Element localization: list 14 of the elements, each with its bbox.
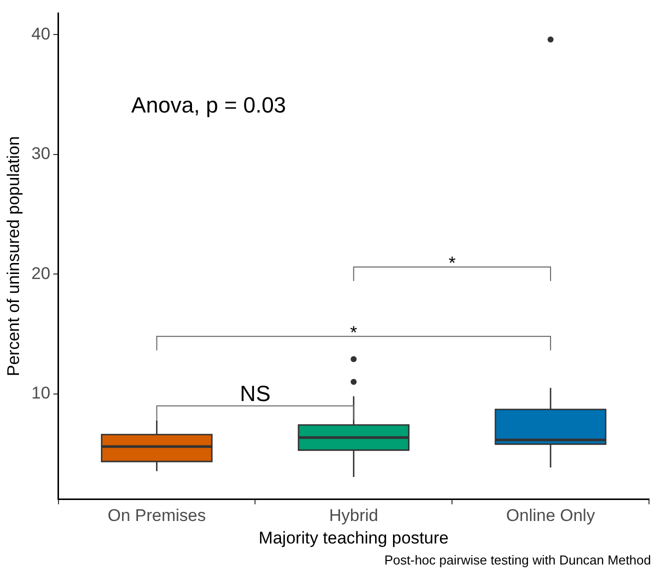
y-tick-label: 40	[31, 24, 50, 44]
x-tick-label: On Premises	[108, 506, 206, 526]
y-tick-label: 20	[31, 264, 50, 283]
annotation: NS	[240, 380, 270, 406]
x-axis-title: Majority teaching posture	[258, 528, 449, 548]
x-tick-label: Online Only	[506, 506, 596, 526]
annotation: *	[448, 252, 456, 273]
annotation: Anova, p = 0.03	[131, 92, 286, 118]
y-axis-title: Percent of uninsured population	[4, 136, 23, 376]
annotation: *	[350, 322, 358, 342]
y-tick-label: 10	[31, 384, 50, 403]
x-tick-label: Hybrid	[329, 506, 378, 526]
y-tick-label: 30	[31, 144, 50, 164]
text: Post-hoc pairwise testing with Duncan Method	[384, 552, 651, 568]
